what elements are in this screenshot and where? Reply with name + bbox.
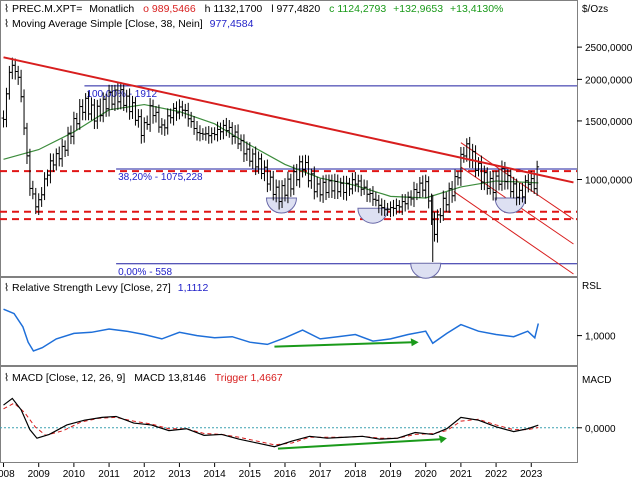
macd-label: MACD [Close, 12, 26, 9] <box>12 372 125 384</box>
ma-value: 977,4584 <box>210 18 254 30</box>
low-marker-arc <box>410 262 442 279</box>
x-tick-label: 2023 <box>520 469 543 480</box>
macd-panel <box>0 366 578 463</box>
macd-divergence-arrow <box>277 438 441 450</box>
rsl-label: Relative Strength Levy [Close, 27] <box>12 282 171 294</box>
x-tick-label: 2022 <box>485 469 508 480</box>
macd-trigger-line <box>3 402 539 446</box>
macd-axis-title: MACD <box>582 375 611 386</box>
rsl-axis-title: RSL <box>582 281 602 292</box>
channel-line <box>460 142 574 220</box>
x-tick-label: 2009 <box>28 469 51 480</box>
high-value: h 1132,1700 <box>205 3 263 15</box>
rsl-icon: ⌇ <box>4 282 12 294</box>
rsl-divergence-arrow <box>274 341 413 348</box>
low-marker-arc <box>265 197 297 214</box>
period-label: Monatlich <box>89 3 134 15</box>
price-y-tick-label: 1500,0000 <box>585 117 633 128</box>
ma-icon: ⌇ <box>4 18 12 30</box>
macd-line <box>3 397 539 448</box>
x-tick-label: 2019 <box>379 469 402 480</box>
x-tick-label: 2021 <box>450 469 473 480</box>
swing-icon: ⌇ <box>4 3 12 15</box>
change-pct-value: +13,4130% <box>450 3 503 15</box>
x-tick-label: 2010 <box>63 469 86 480</box>
macd-icon: ⌇ <box>4 372 12 384</box>
x-tick-label: 2011 <box>98 469 120 480</box>
svg-text:⌇ Moving Average Simple [: ⌇ Moving Average Simple [Close, 38, Nein… <box>4 18 254 30</box>
x-tick-label: 2016 <box>274 469 297 480</box>
macd-value: MACD 13,8146 <box>134 372 206 384</box>
resistance-trendline <box>3 56 574 184</box>
svg-text:⌇ PREC.M.XPT= Monatli: ⌇ PREC.M.XPT= Monatlich o 989,5466 h 113… <box>4 3 503 15</box>
rsl-arrow-head <box>410 338 419 347</box>
macd-arrow-head <box>438 435 447 444</box>
price-y-tick-label: 2500,0000 <box>585 43 633 54</box>
fibonacci-label: 0,00% - 558 <box>118 267 172 278</box>
fibonacci-label: 38,20% - 1075,228 <box>118 172 203 183</box>
x-tick-label: 2014 <box>203 469 226 480</box>
rsl-panel <box>0 277 578 366</box>
x-tick-label: 2013 <box>168 469 191 480</box>
price-panel <box>0 0 578 277</box>
fibonacci-label: 100,00% - 1912 <box>86 89 157 100</box>
low-value: l 977,4820 <box>271 3 320 15</box>
price-y-tick-label: 2000,0000 <box>585 75 633 86</box>
trigger-value: Trigger 1,4667 <box>215 372 283 384</box>
open-value: o 989,5466 <box>143 3 196 15</box>
svg-text:⌇ Relative Strength Levy: ⌇ Relative Strength Levy [Close, 27] 1,1… <box>4 282 208 294</box>
close-value: c 1124,2793 <box>329 3 386 15</box>
x-tick-label: 2012 <box>133 469 156 480</box>
x-tick-label: 2018 <box>344 469 367 480</box>
channel-line <box>453 191 574 275</box>
ohlc-bar <box>535 160 540 196</box>
change-value: +132,9653 <box>393 3 443 15</box>
ma-label: Moving Average Simple [Close, 38, Nein] <box>12 18 203 30</box>
x-tick-label: 2020 <box>415 469 438 480</box>
currency-label: $/Ozs <box>582 4 608 15</box>
symbol-label: PREC.M.XPT= <box>12 3 82 15</box>
svg-text:⌇ MACD [Close, 12, 26, 9]: ⌇ MACD [Close, 12, 26, 9] MACD 13,8146 T… <box>4 372 283 384</box>
x-tick-label: 2015 <box>239 469 262 480</box>
price-y-tick-label: 1000,0000 <box>585 176 633 187</box>
x-tick-label: 2017 <box>309 469 332 480</box>
x-tick-label: 2008 <box>0 469 15 480</box>
rsl-line <box>3 308 540 352</box>
low-marker-arc <box>494 197 526 214</box>
rsl-value: 1,1112 <box>178 282 209 294</box>
macd-y-tick-label: 0,0000 <box>585 424 616 435</box>
rsl-y-tick-label: 1,0000 <box>585 332 616 343</box>
